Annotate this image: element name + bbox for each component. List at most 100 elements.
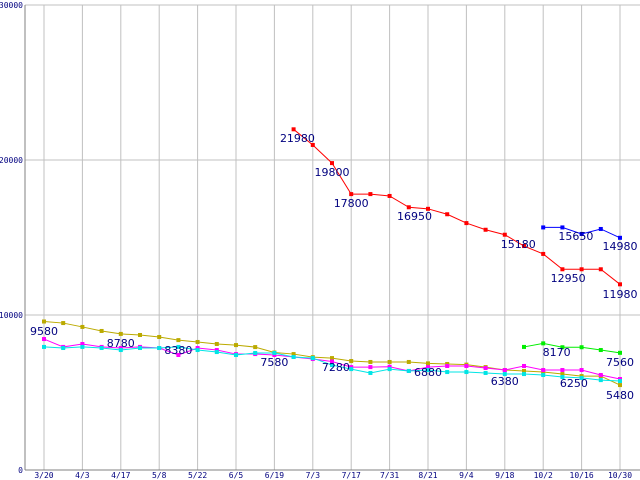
data-point-red (560, 267, 565, 272)
data-point-red (426, 206, 430, 211)
data-point-olive (61, 321, 66, 326)
y-tick-label: 30000 (0, 1, 23, 10)
x-tick-label: 8/21 (418, 471, 437, 480)
data-label: 14980 (603, 240, 638, 253)
data-point-red (445, 212, 450, 217)
x-tick-label: 7/3 (306, 471, 321, 480)
data-point-red (368, 192, 373, 197)
data-point-green (598, 348, 603, 353)
data-point-cyan (560, 375, 565, 379)
data-point-olive (118, 331, 123, 336)
data-point-magenta (560, 368, 565, 373)
data-point-green (541, 341, 546, 346)
data-point-red (349, 192, 354, 197)
data-point-olive (80, 324, 85, 329)
x-tick-label: 10/16 (570, 471, 594, 480)
data-point-olive (406, 359, 411, 364)
x-tick-label: 9/4 (459, 471, 474, 480)
data-point-red (541, 251, 546, 256)
data-label: 8170 (543, 346, 571, 359)
data-label: 15180 (501, 238, 536, 251)
data-point-olive (157, 335, 162, 340)
data-point-magenta (502, 368, 507, 373)
data-point-cyan (330, 363, 334, 368)
data-point-red (598, 267, 603, 272)
data-label: 6880 (414, 366, 442, 379)
data-point-red (618, 282, 622, 287)
x-tick-label: 4/17 (111, 471, 130, 480)
data-point-olive (138, 332, 142, 337)
data-point-cyan (80, 344, 85, 349)
x-tick-label: 7/31 (380, 471, 399, 480)
data-point-magenta (195, 346, 200, 351)
data-point-red (464, 221, 469, 226)
data-point-red (310, 142, 315, 147)
data-point-olive (541, 370, 546, 375)
data-point-red (291, 127, 296, 132)
data-point-magenta (272, 352, 277, 357)
data-point-magenta (464, 363, 469, 368)
data-point-olive (42, 319, 46, 324)
data-point-magenta (118, 346, 123, 351)
data-label: 15650 (558, 230, 593, 243)
x-tick-label: 3/20 (34, 471, 53, 480)
data-point-cyan (406, 368, 411, 373)
data-label: 8780 (107, 337, 135, 350)
data-label: 19800 (315, 166, 350, 179)
data-point-blue (541, 225, 546, 230)
data-point-cyan (483, 370, 488, 375)
x-tick-label: 4/3 (75, 471, 90, 480)
data-point-magenta (522, 363, 526, 368)
data-label: 6380 (491, 375, 519, 388)
data-point-magenta (618, 377, 622, 382)
data-point-red (330, 161, 334, 166)
x-tick-label: 7/17 (342, 471, 361, 480)
data-point-olive (99, 328, 104, 333)
x-tick-label: 10/30 (608, 471, 632, 480)
x-tick-label: 6/5 (229, 471, 244, 480)
data-point-magenta (349, 365, 354, 370)
data-point-cyan (176, 344, 181, 349)
data-point-magenta (214, 348, 219, 353)
data-point-green (560, 345, 565, 350)
data-point-magenta (176, 352, 181, 357)
data-point-green (618, 350, 622, 355)
data-point-red (406, 205, 411, 210)
data-point-cyan (291, 355, 296, 360)
data-point-cyan (579, 375, 584, 380)
data-label: 17800 (334, 197, 369, 210)
data-label: 7560 (606, 356, 634, 369)
data-point-cyan (234, 352, 238, 357)
data-label: 7580 (260, 356, 288, 369)
data-label: 6250 (560, 377, 588, 390)
data-point-olive (426, 361, 430, 366)
x-tick-label: 5/22 (188, 471, 207, 480)
data-point-magenta (330, 359, 334, 364)
x-tick-label: 10/2 (534, 471, 553, 480)
data-point-magenta (426, 365, 430, 370)
data-label: 8380 (164, 344, 192, 357)
data-point-cyan (445, 370, 450, 375)
x-tick-label: 6/19 (265, 471, 284, 480)
data-point-cyan (214, 350, 219, 355)
data-point-green (579, 345, 584, 350)
data-point-cyan (464, 370, 469, 375)
data-point-cyan (522, 372, 526, 377)
data-point-green (522, 344, 526, 349)
data-point-olive (349, 359, 354, 364)
data-point-olive (176, 338, 181, 343)
data-label: 9580 (30, 325, 58, 338)
data-point-magenta (541, 368, 546, 373)
data-point-red (502, 232, 507, 237)
data-point-cyan (598, 378, 603, 383)
data-point-cyan (618, 379, 622, 384)
data-label: 7280 (322, 361, 350, 374)
annotations: 9580 8780 8380 7580 7280 6880 6380 8170 6250 7560… (30, 132, 638, 402)
series-lines (42, 127, 622, 388)
data-point-cyan (541, 372, 546, 377)
data-label: 16950 (397, 210, 432, 223)
grid (25, 4, 640, 470)
